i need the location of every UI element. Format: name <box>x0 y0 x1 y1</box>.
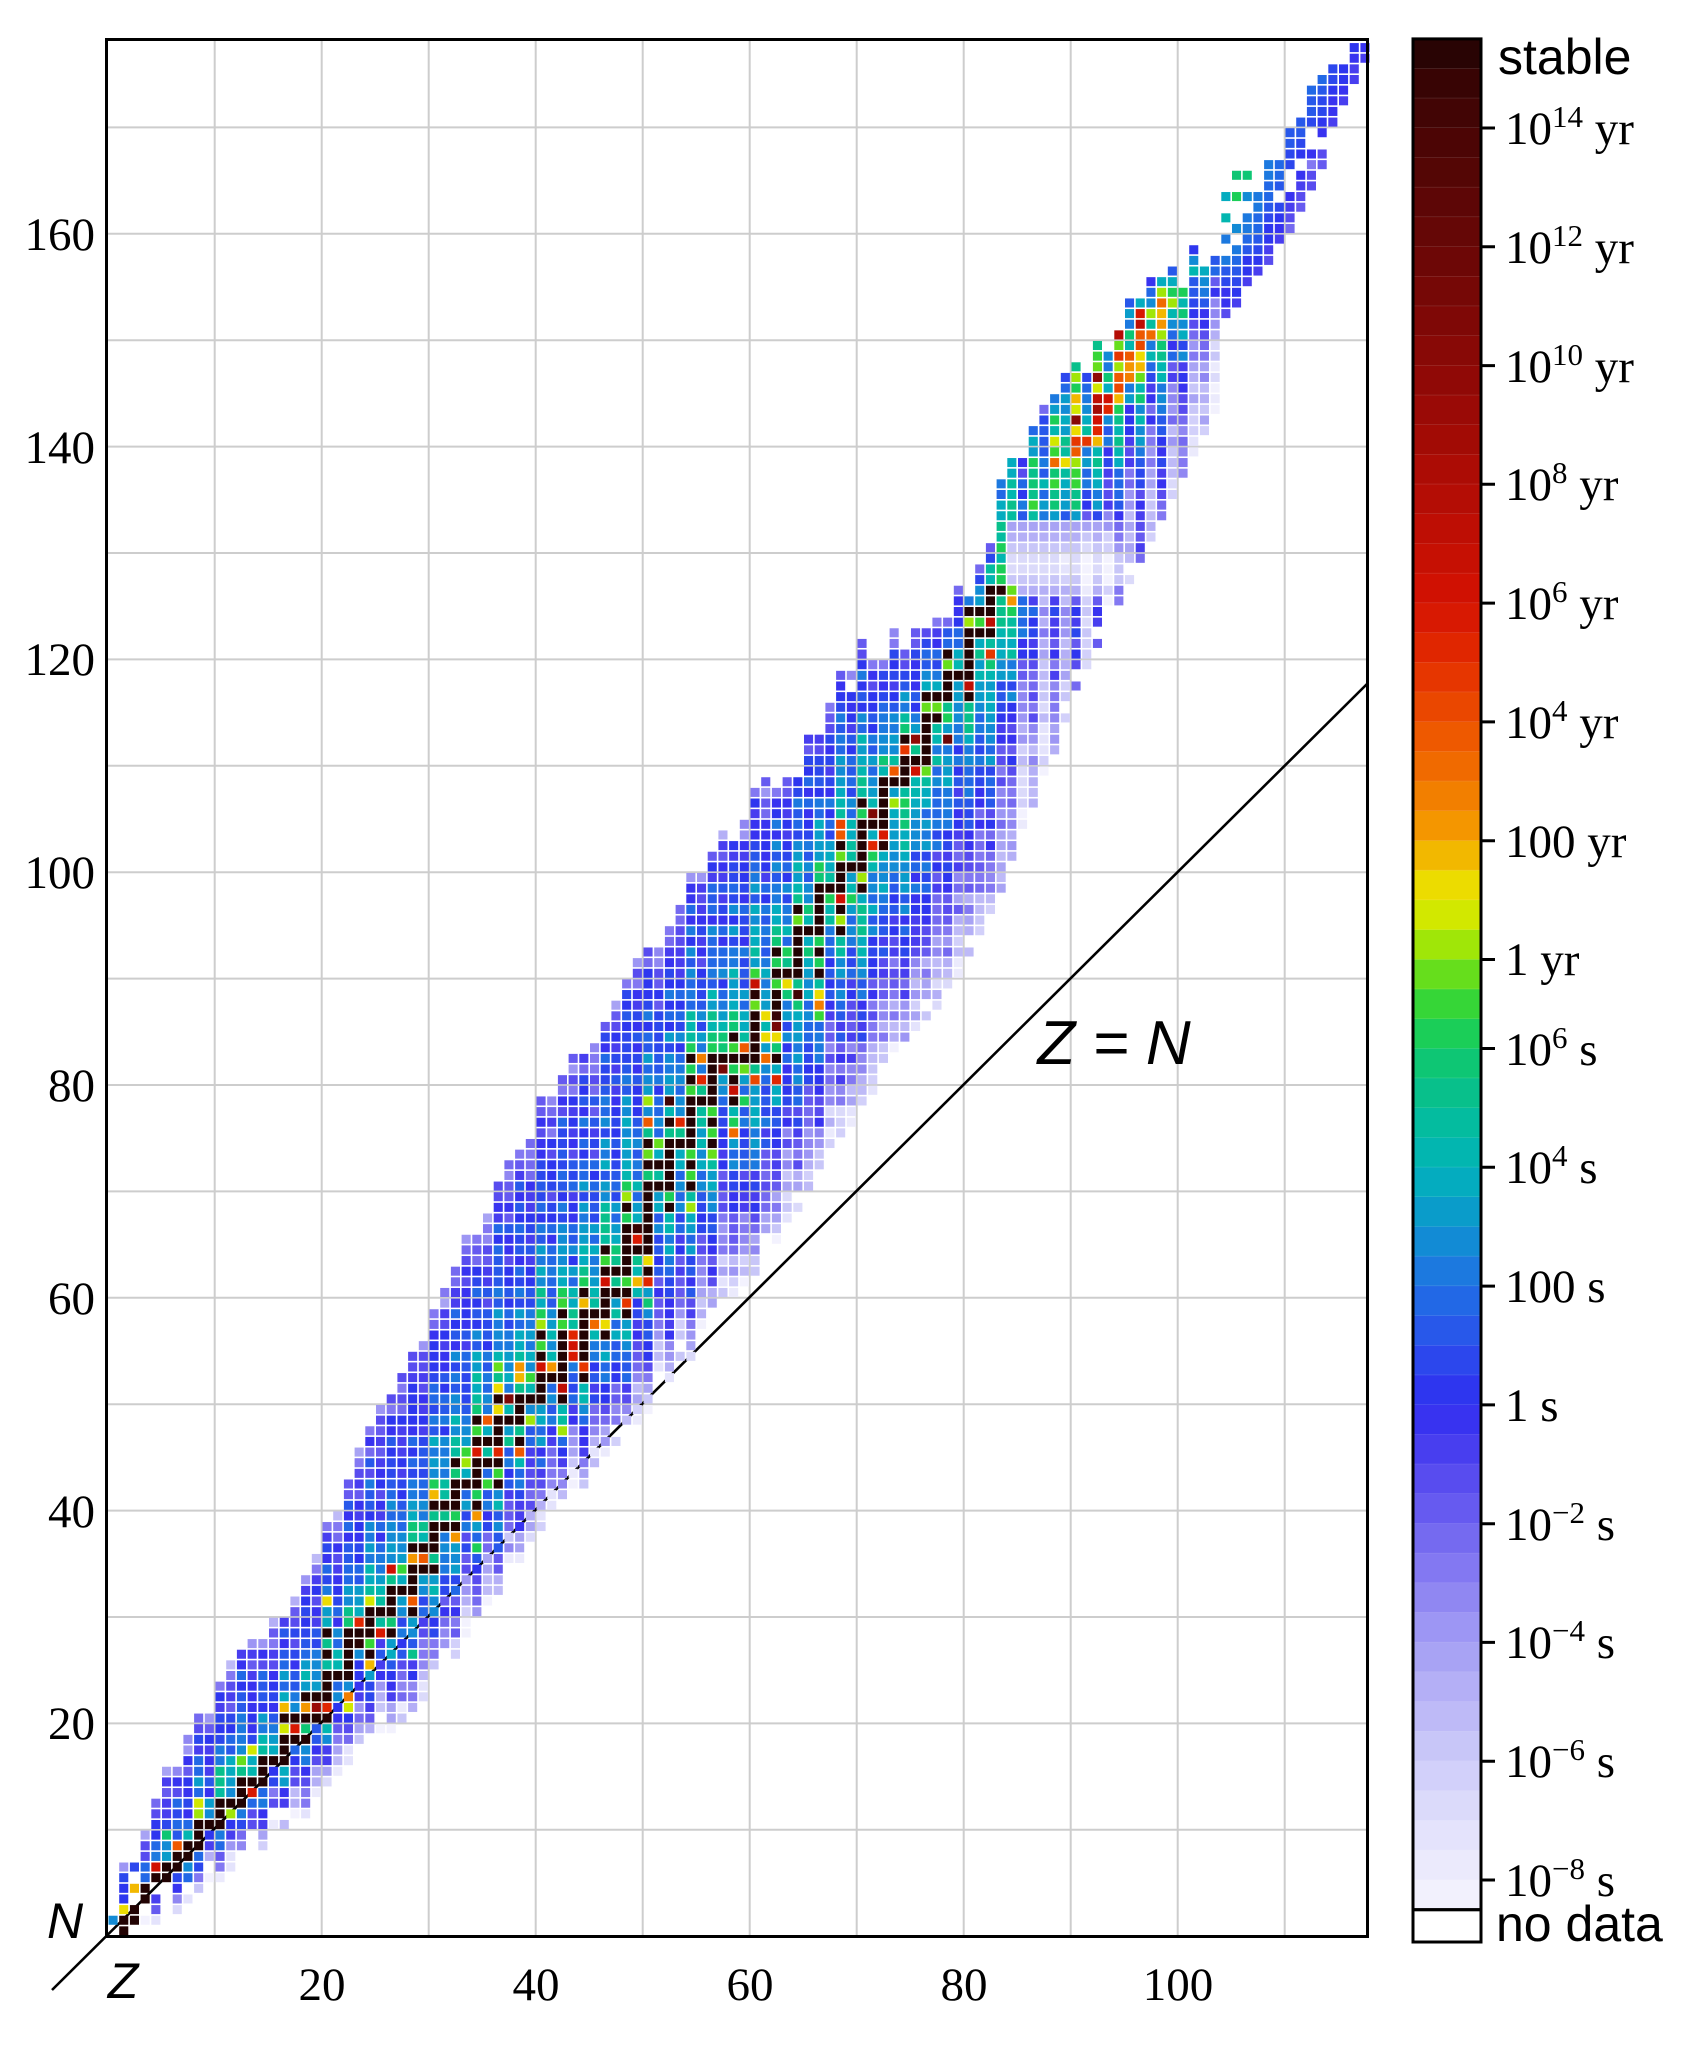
svg-text:80: 80 <box>941 1959 988 2011</box>
svg-text:120: 120 <box>25 634 96 686</box>
svg-text:10−4 s: 10−4 s <box>1505 1613 1615 1669</box>
svg-text:20: 20 <box>48 1698 95 1750</box>
svg-text:100 s: 100 s <box>1505 1261 1606 1313</box>
svg-text:104 yr: 104 yr <box>1505 693 1619 749</box>
svg-text:60: 60 <box>727 1959 774 2011</box>
svg-text:106 s: 106 s <box>1505 1020 1598 1076</box>
svg-text:1010 yr: 1010 yr <box>1505 337 1634 393</box>
svg-text:160: 160 <box>25 209 96 261</box>
svg-text:10−6 s: 10−6 s <box>1505 1732 1615 1788</box>
svg-text:60: 60 <box>48 1273 95 1325</box>
svg-text:1 yr: 1 yr <box>1505 934 1580 986</box>
svg-text:40: 40 <box>48 1486 95 1538</box>
svg-text:140: 140 <box>25 422 96 474</box>
svg-text:no data: no data <box>1496 1896 1663 1952</box>
svg-text:100: 100 <box>25 847 96 899</box>
svg-text:40: 40 <box>513 1959 560 2011</box>
svg-text:10−2 s: 10−2 s <box>1505 1495 1615 1551</box>
svg-text:100 yr: 100 yr <box>1505 816 1627 868</box>
svg-text:Z = N: Z = N <box>1035 1009 1191 1078</box>
svg-text:stable: stable <box>1498 29 1631 85</box>
svg-text:20: 20 <box>299 1959 346 2011</box>
svg-text:104 s: 104 s <box>1505 1138 1598 1194</box>
svg-text:100: 100 <box>1143 1959 1214 2011</box>
svg-text:Z: Z <box>107 1953 140 2009</box>
svg-text:1 s: 1 s <box>1505 1380 1559 1432</box>
svg-text:80: 80 <box>48 1060 95 1112</box>
svg-text:N: N <box>47 1893 84 1949</box>
